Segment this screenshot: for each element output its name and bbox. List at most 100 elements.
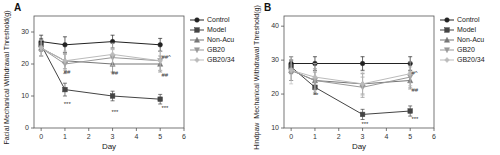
data-point (360, 81, 365, 86)
x-tick (136, 128, 137, 131)
y-tick-label: 20 (271, 90, 279, 97)
error-bar (111, 43, 115, 65)
y-tick-label: 10 (21, 92, 29, 99)
data-point (110, 94, 115, 99)
data-group (289, 57, 413, 120)
series-line (41, 48, 160, 64)
y-tick-label: 0 (25, 124, 29, 131)
legend-label: GB20/34 (207, 56, 235, 63)
y-axis-label: Hindpaw Mechanical Withdrawal Threshold(… (253, 5, 261, 150)
annotation: #^ (411, 70, 417, 76)
legend-marker (444, 48, 449, 53)
data-point (63, 87, 68, 92)
x-tick-label: 1 (313, 133, 317, 140)
x-tick (314, 128, 315, 131)
error-bar (39, 40, 43, 56)
y-tick (31, 64, 34, 65)
series (39, 35, 163, 53)
x-tick (386, 128, 387, 131)
panel: 01020300123456DayFacial Mechanical Withd… (3, 2, 235, 151)
legend-label: Non-Acu (207, 36, 234, 43)
y-tick (31, 128, 34, 129)
x-axis-label: Day (102, 142, 116, 151)
x-tick-label: 6 (432, 133, 436, 140)
x-tick (362, 128, 363, 131)
panel-title: A (14, 2, 21, 13)
annotation: *** (411, 116, 419, 122)
series (39, 38, 163, 104)
y-tick-label: 10 (271, 124, 279, 131)
legend: Control Model Non-Acu GB20 GB20/34 (190, 16, 235, 63)
error-bar (361, 57, 365, 71)
error-bar (158, 94, 162, 104)
series (289, 57, 413, 96)
series (39, 40, 163, 74)
annotation: ** (314, 92, 319, 98)
error-bar (63, 51, 67, 70)
x-tick-label: 3 (361, 133, 365, 140)
data-point (110, 52, 115, 57)
annotation: *** (361, 121, 369, 127)
legend-label: Non-Acu (457, 36, 484, 43)
x-tick-label: 1 (63, 133, 67, 140)
legend-label: Control (457, 16, 480, 23)
y-tick (281, 94, 284, 95)
annotation: ## (411, 87, 418, 93)
data-point (39, 46, 44, 51)
data-point (158, 43, 163, 48)
data-point (289, 68, 294, 73)
series (289, 60, 413, 119)
data-point (63, 43, 68, 48)
x-tick-label: 5 (408, 133, 412, 140)
legend-label: GB20 (207, 46, 225, 53)
legend-label: Control (207, 16, 230, 23)
series-line (291, 63, 410, 64)
series-line (291, 67, 410, 115)
y-axis-label: Facial Mechanical Withdrawal Threshold(g… (3, 10, 11, 144)
y-tick (281, 128, 284, 129)
data-group (39, 35, 163, 104)
data-point (360, 61, 365, 66)
x-tick (338, 128, 339, 131)
y-tick (281, 60, 284, 61)
x-tick (410, 128, 411, 131)
x-tick (88, 128, 89, 131)
annotation: *** (64, 101, 72, 107)
legend-marker (194, 48, 199, 53)
legend-marker (445, 57, 450, 62)
x-tick-label: 6 (182, 133, 186, 140)
legend-marker (195, 18, 200, 23)
y-tick (281, 26, 284, 27)
error-bar (313, 64, 317, 91)
x-tick-label: 2 (87, 133, 91, 140)
y-tick-label: 30 (21, 28, 29, 35)
series (39, 40, 163, 70)
x-tick (291, 128, 292, 131)
error-bar (158, 38, 162, 51)
legend-label: Model (207, 26, 227, 33)
legend-marker (445, 18, 450, 23)
series-line (41, 48, 160, 61)
data-point (158, 97, 163, 102)
error-bar (361, 72, 365, 96)
legend-label: Model (457, 26, 477, 33)
plot-frame (284, 16, 434, 128)
legend-marker (444, 37, 449, 42)
x-tick-label: 4 (384, 133, 388, 140)
error-bar (39, 40, 43, 56)
x-tick (41, 128, 42, 131)
series-line (41, 42, 160, 45)
error-bar (289, 57, 293, 84)
series (39, 40, 163, 72)
x-tick (434, 128, 435, 131)
plot-frame (34, 16, 184, 128)
x-tick (112, 128, 113, 131)
error-bar (63, 37, 67, 53)
panel-title: B (264, 2, 271, 13)
x-tick-label: 0 (289, 133, 293, 140)
legend-marker (195, 28, 200, 33)
series-line (291, 70, 410, 87)
x-tick-label: 0 (39, 133, 43, 140)
series-line (41, 45, 160, 99)
data-point (63, 58, 68, 63)
